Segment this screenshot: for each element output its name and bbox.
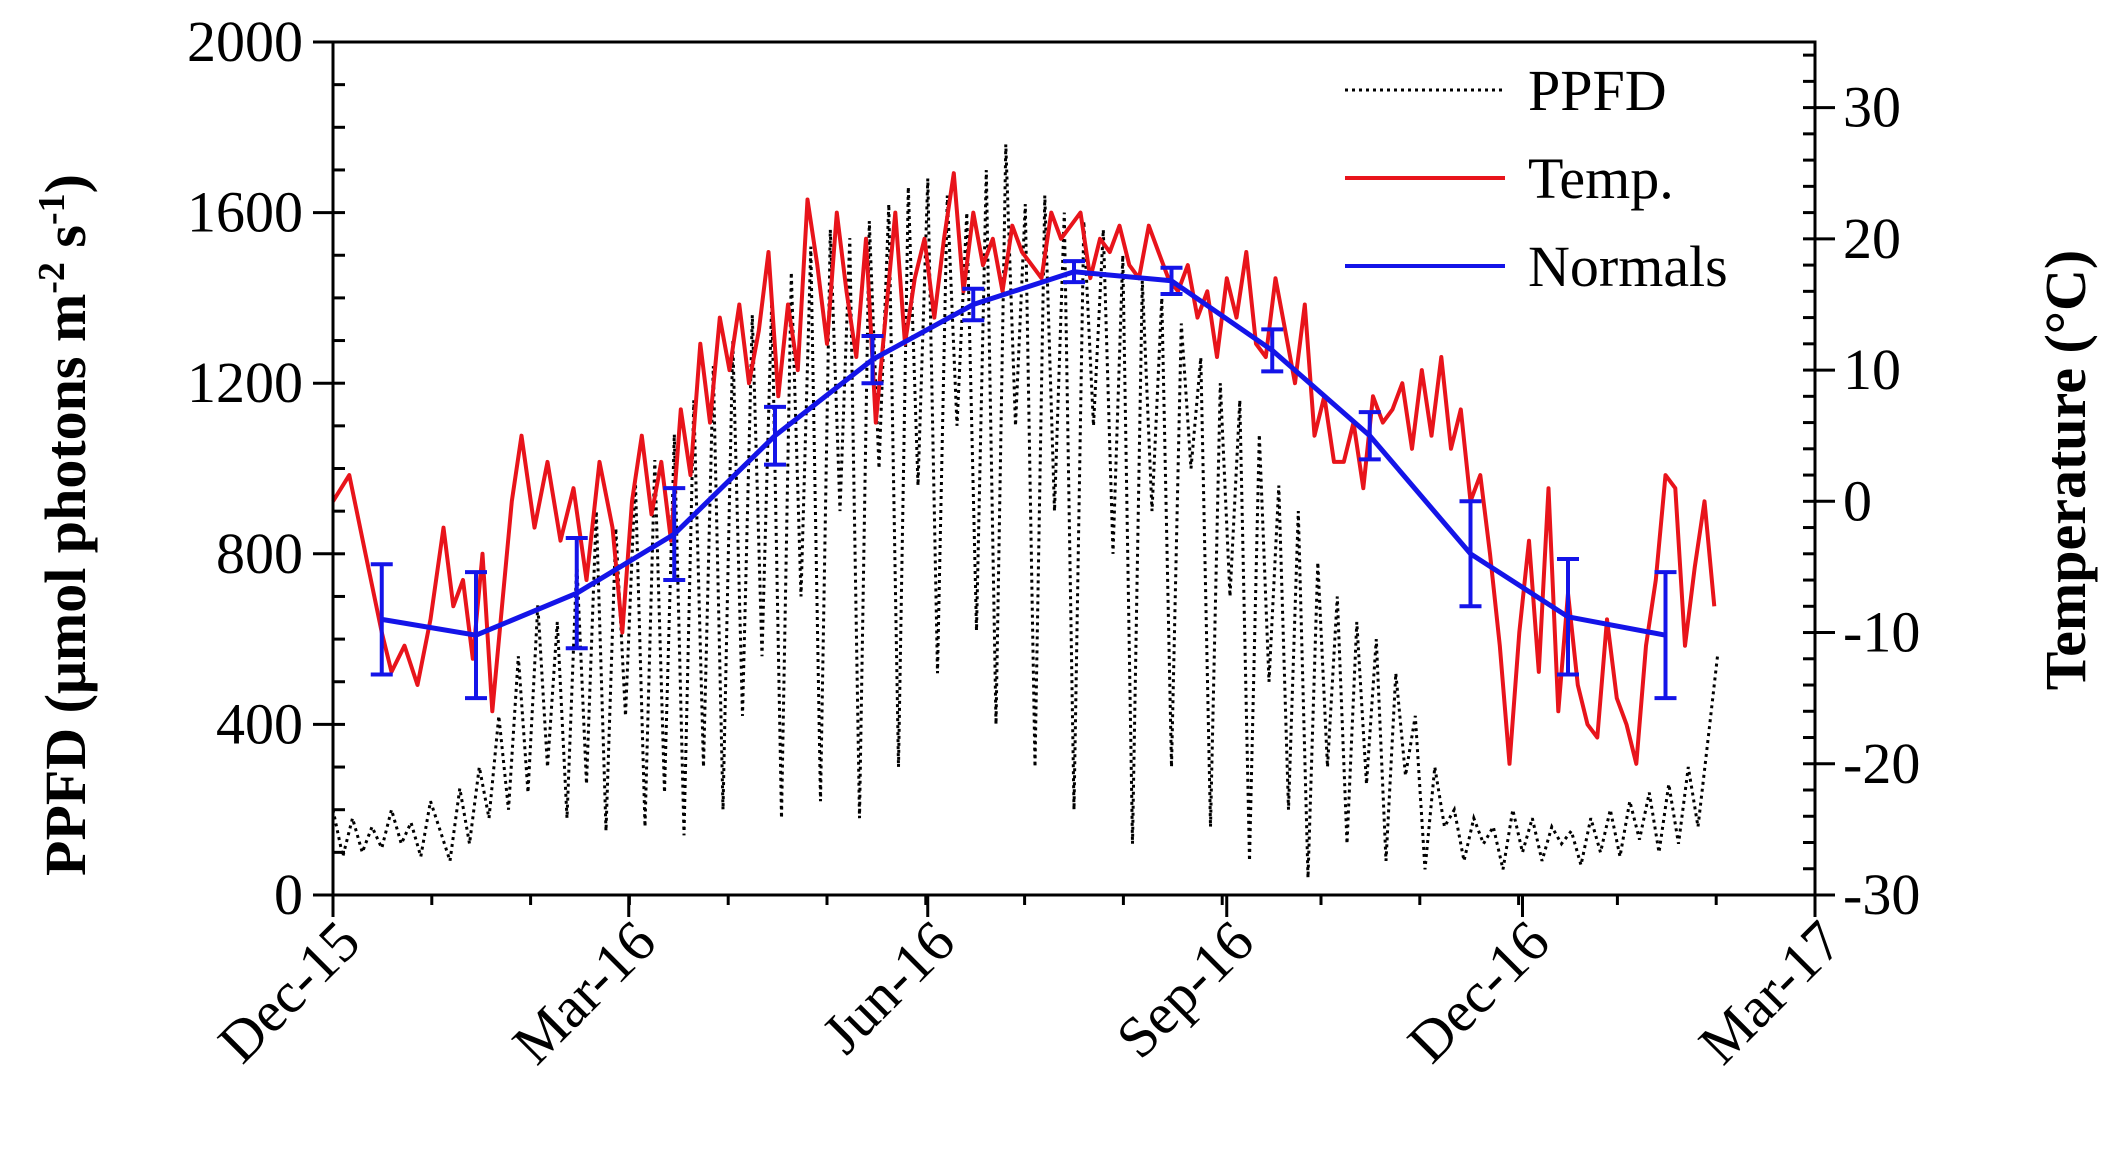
- y-tick-label: 2000: [187, 9, 303, 74]
- x-tick-label: Mar-17: [1686, 908, 1854, 1076]
- y2-tick-label: -10: [1843, 600, 1920, 665]
- y2-tick-label: 10: [1843, 337, 1901, 402]
- x-tick-label: Dec-15: [206, 908, 373, 1075]
- y-tick-label: 800: [216, 521, 303, 586]
- y-title-part: ): [33, 174, 98, 193]
- error-bar: [1460, 501, 1482, 606]
- error-bar: [1359, 412, 1381, 459]
- y-tick-label: 0: [274, 862, 303, 927]
- y2-tick-label: 0: [1843, 468, 1872, 533]
- y-title-part: PPFD (μmol photons m: [33, 294, 98, 876]
- legend: PPFD Temp. Normals: [1345, 58, 1728, 299]
- y-title-superscript: -1: [31, 193, 73, 225]
- x-tick-label: Jun-16: [809, 908, 967, 1066]
- legend-label: Normals: [1528, 234, 1728, 299]
- legend-entry: PPFD: [1345, 58, 1667, 123]
- error-bar: [764, 407, 786, 465]
- y-tick-label: 1200: [187, 350, 303, 415]
- x-tick-label: Sep-16: [1104, 908, 1266, 1070]
- legend-label: PPFD: [1528, 58, 1667, 123]
- y2-tick-label: -30: [1843, 862, 1920, 927]
- y-axis-title: PPFD (μmol photons m-2 s-1): [31, 174, 98, 876]
- x-tick-label: Mar-16: [500, 908, 668, 1076]
- plot-area: [333, 144, 1718, 878]
- legend-entry: Normals: [1345, 234, 1728, 299]
- error-bar: [1261, 329, 1283, 371]
- legend-entry: Temp.: [1345, 146, 1674, 211]
- y2-tick-label: 20: [1843, 206, 1901, 271]
- y2-tick-label: 30: [1843, 75, 1901, 140]
- x-tick-label: Dec-16: [1395, 908, 1562, 1075]
- y-title-superscript: -2: [31, 262, 73, 294]
- y2-tick-label: -20: [1843, 731, 1920, 796]
- y-tick-label: 1600: [187, 180, 303, 245]
- series-line-normals: [382, 272, 1666, 636]
- y-title-part: s: [33, 225, 98, 262]
- legend-label: Temp.: [1528, 146, 1674, 211]
- y2-axis-title: Temperature (°C): [2033, 250, 2098, 690]
- y-tick-label: 400: [216, 691, 303, 756]
